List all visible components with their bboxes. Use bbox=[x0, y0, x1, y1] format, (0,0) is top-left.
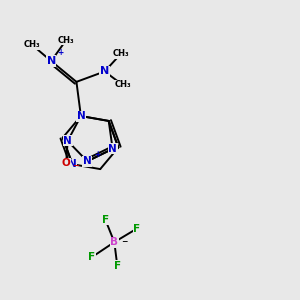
Text: N: N bbox=[46, 56, 56, 66]
Text: N: N bbox=[100, 67, 109, 76]
Text: −: − bbox=[72, 161, 79, 170]
Text: CH₃: CH₃ bbox=[113, 49, 129, 58]
Text: F: F bbox=[102, 215, 109, 225]
Text: N: N bbox=[76, 111, 85, 121]
Text: −: − bbox=[121, 238, 127, 247]
Text: N: N bbox=[83, 156, 92, 166]
Text: CH₃: CH₃ bbox=[114, 80, 131, 89]
Text: O: O bbox=[62, 158, 70, 168]
Text: N: N bbox=[63, 136, 72, 146]
Text: F: F bbox=[88, 252, 96, 262]
Text: F: F bbox=[133, 224, 140, 234]
Text: CH₃: CH₃ bbox=[23, 40, 40, 49]
Text: F: F bbox=[114, 261, 121, 271]
Text: +: + bbox=[94, 150, 100, 159]
Text: N: N bbox=[108, 144, 117, 154]
Text: B: B bbox=[110, 237, 118, 247]
Text: +: + bbox=[57, 48, 63, 57]
Text: CH₃: CH₃ bbox=[58, 36, 74, 45]
Text: N: N bbox=[68, 159, 77, 169]
